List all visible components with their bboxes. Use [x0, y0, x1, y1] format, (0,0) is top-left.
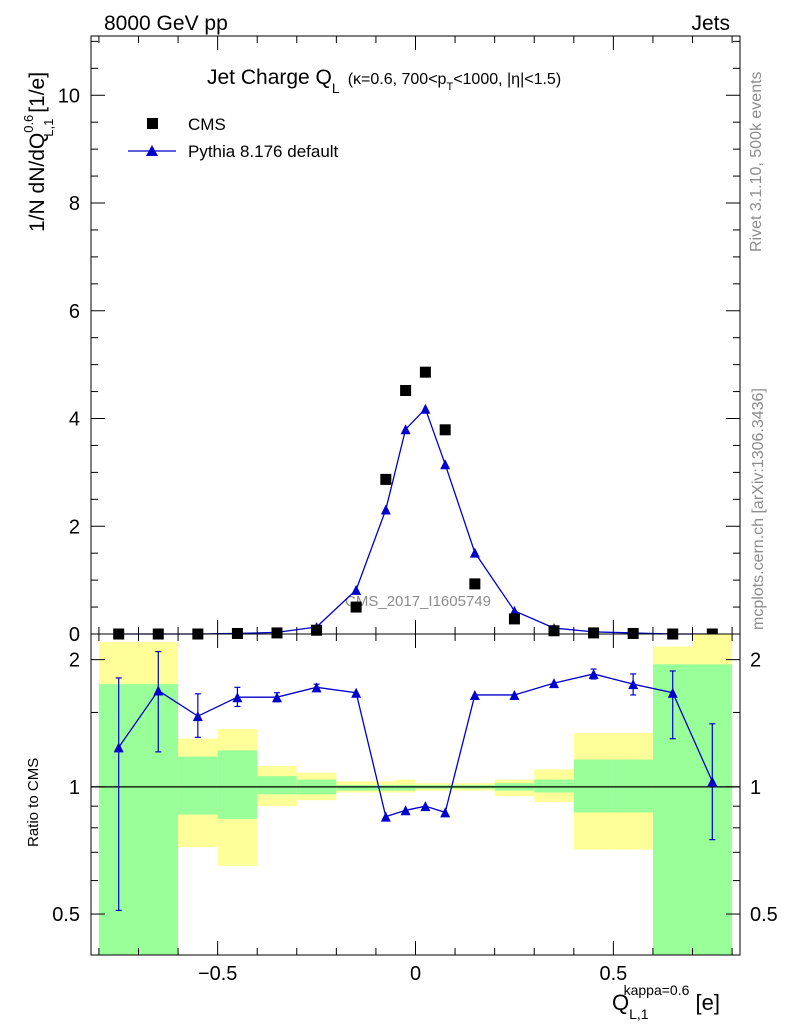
- ratio-point: [440, 807, 451, 818]
- ratio-band-green-3: [217, 750, 258, 819]
- ratio-point: [232, 692, 243, 703]
- x-axis-label: QL,1kappa=0.6 [e]: [612, 982, 720, 1022]
- category-label: Jets: [691, 12, 730, 35]
- ratio-point: [311, 682, 322, 693]
- ratio-point: [380, 811, 391, 822]
- ratio-point: [271, 692, 282, 703]
- cms-point: [627, 627, 639, 639]
- pythia-point: [351, 584, 362, 595]
- ratio-panel: −0.5 0 0.5 0.5 0.5 1 1 2 2: [52, 633, 778, 985]
- x-tick-label: 0.5: [599, 963, 627, 985]
- legend-label-pythia: Pythia 8.176 default: [188, 142, 339, 161]
- ratio-y-tick-label: 0.5: [52, 904, 80, 926]
- main-panel: 0 2 4 6 8 10: [58, 35, 741, 646]
- ratio-band-green-7: [375, 785, 396, 791]
- ratio-band-green-4: [257, 776, 297, 795]
- ratio-line: [118, 673, 713, 818]
- pythia-point: [380, 504, 391, 515]
- legend-label-cms: CMS: [188, 115, 226, 134]
- ratio-band-green-13: [534, 779, 574, 793]
- main-y-label: 1/N dN/dQ0.6 L,1 [1/e]: [21, 72, 56, 232]
- legend: CMS Pythia 8.176 default: [128, 115, 339, 161]
- main-y-tick-label: 8: [69, 193, 80, 215]
- analysis-watermark: CMS_2017_I1605749: [345, 593, 491, 610]
- ratio-y-tick-label-right: 1: [750, 777, 761, 799]
- cms-point: [439, 424, 451, 436]
- ratio-point: [549, 678, 560, 689]
- pythia-point: [420, 403, 431, 414]
- cms-point: [311, 624, 323, 636]
- cms-point: [508, 613, 520, 625]
- ratio-band-green-14: [573, 759, 614, 813]
- rivet-label: Rivet 3.1.10, 500k events: [748, 71, 765, 252]
- cms-point: [231, 627, 243, 639]
- ratio-band-green-6: [336, 785, 376, 791]
- ratio-band-green-2: [178, 756, 218, 815]
- ratio-y-label: Ratio to CMS: [25, 758, 42, 847]
- ratio-y-tick-label: 1: [69, 777, 80, 799]
- ratio-point: [420, 801, 431, 812]
- pythia-point: [469, 547, 480, 558]
- legend-marker-cms: [147, 118, 158, 129]
- cms-point: [271, 627, 283, 639]
- ratio-point: [628, 679, 639, 690]
- ratio-point: [588, 668, 599, 679]
- cms-point: [548, 625, 560, 637]
- cms-point: [400, 384, 412, 396]
- ratio-point: [469, 689, 480, 700]
- ratio-y-tick-label-right: 2: [750, 650, 761, 672]
- pythia-point: [400, 424, 411, 435]
- ratio-band-green-8: [395, 785, 416, 791]
- ratio-point: [400, 805, 411, 816]
- legend-marker-pythia: [146, 145, 158, 156]
- ratio-y-tick-label-right: 0.5: [750, 904, 778, 926]
- ratio-point: [667, 687, 678, 698]
- mcplots-label: mcplots.cern.ch [arXiv:1306.3436]: [750, 388, 767, 630]
- energy-label: 8000 GeV pp: [104, 12, 228, 35]
- main-title: Jet Charge QL (κ=0.6, 700<pT<1000, |η|<1.…: [207, 66, 561, 96]
- cms-point: [380, 473, 392, 485]
- pythia-point: [440, 459, 451, 470]
- ratio-y-tick-label: 2: [69, 650, 80, 672]
- cms-point: [588, 627, 600, 639]
- ratio-point: [113, 742, 124, 753]
- ratio-point: [153, 685, 164, 696]
- main-y-tick-label: 6: [69, 301, 80, 323]
- cms-point: [419, 366, 431, 378]
- pythia-point: [509, 605, 520, 616]
- main-y-tick-label: 0: [69, 624, 80, 646]
- main-y-tick-label: 10: [58, 85, 80, 107]
- cms-point: [469, 578, 481, 590]
- ratio-point: [707, 776, 718, 787]
- x-tick-label: −0.5: [198, 963, 237, 985]
- ratio-point: [192, 711, 203, 722]
- ratio-band-green-15: [613, 759, 653, 813]
- ratio-point: [509, 689, 520, 700]
- main-y-tick-label: 2: [69, 516, 80, 538]
- cms-point: [350, 601, 362, 613]
- x-tick-label: 0: [410, 963, 421, 985]
- main-y-tick-label: 4: [69, 409, 80, 431]
- ratio-point: [351, 687, 362, 698]
